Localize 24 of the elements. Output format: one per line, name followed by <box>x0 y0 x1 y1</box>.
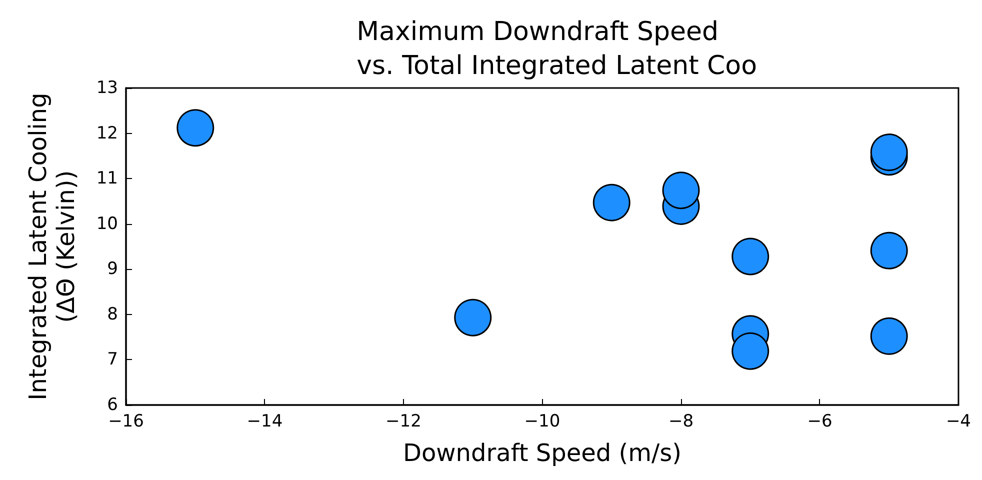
x-tick-label: −10 <box>524 412 560 432</box>
y-tick-label: 7 <box>107 350 118 370</box>
x-tick-label: −8 <box>668 412 694 432</box>
y-tick-label: 9 <box>107 259 118 280</box>
y-axis-title: Integrated Latent Cooling (ΔΘ (Kelvin)) <box>24 92 80 400</box>
y-tick-label: 8 <box>107 304 118 324</box>
point <box>870 232 908 270</box>
y-tick-label: 12 <box>96 123 118 144</box>
point <box>454 298 492 336</box>
x-axis-title: Downdraft Speed (m/s) <box>403 439 682 467</box>
y-tick-label: 11 <box>96 168 118 189</box>
point <box>592 184 630 222</box>
point <box>662 172 700 210</box>
x-tick-label: −12 <box>386 412 422 432</box>
x-tick-label: −6 <box>807 412 832 432</box>
y-tick-label: 13 <box>96 78 118 98</box>
x-tick-label: −14 <box>246 412 283 432</box>
point <box>176 109 214 147</box>
x-tick-label: −4 <box>946 412 971 432</box>
y-tick-label: 10 <box>96 214 118 234</box>
chart-title: Maximum Downdraft Speed vs. Total Integrated Latent Coo <box>356 17 758 81</box>
point <box>870 317 908 355</box>
point <box>732 332 770 370</box>
point <box>732 238 770 276</box>
